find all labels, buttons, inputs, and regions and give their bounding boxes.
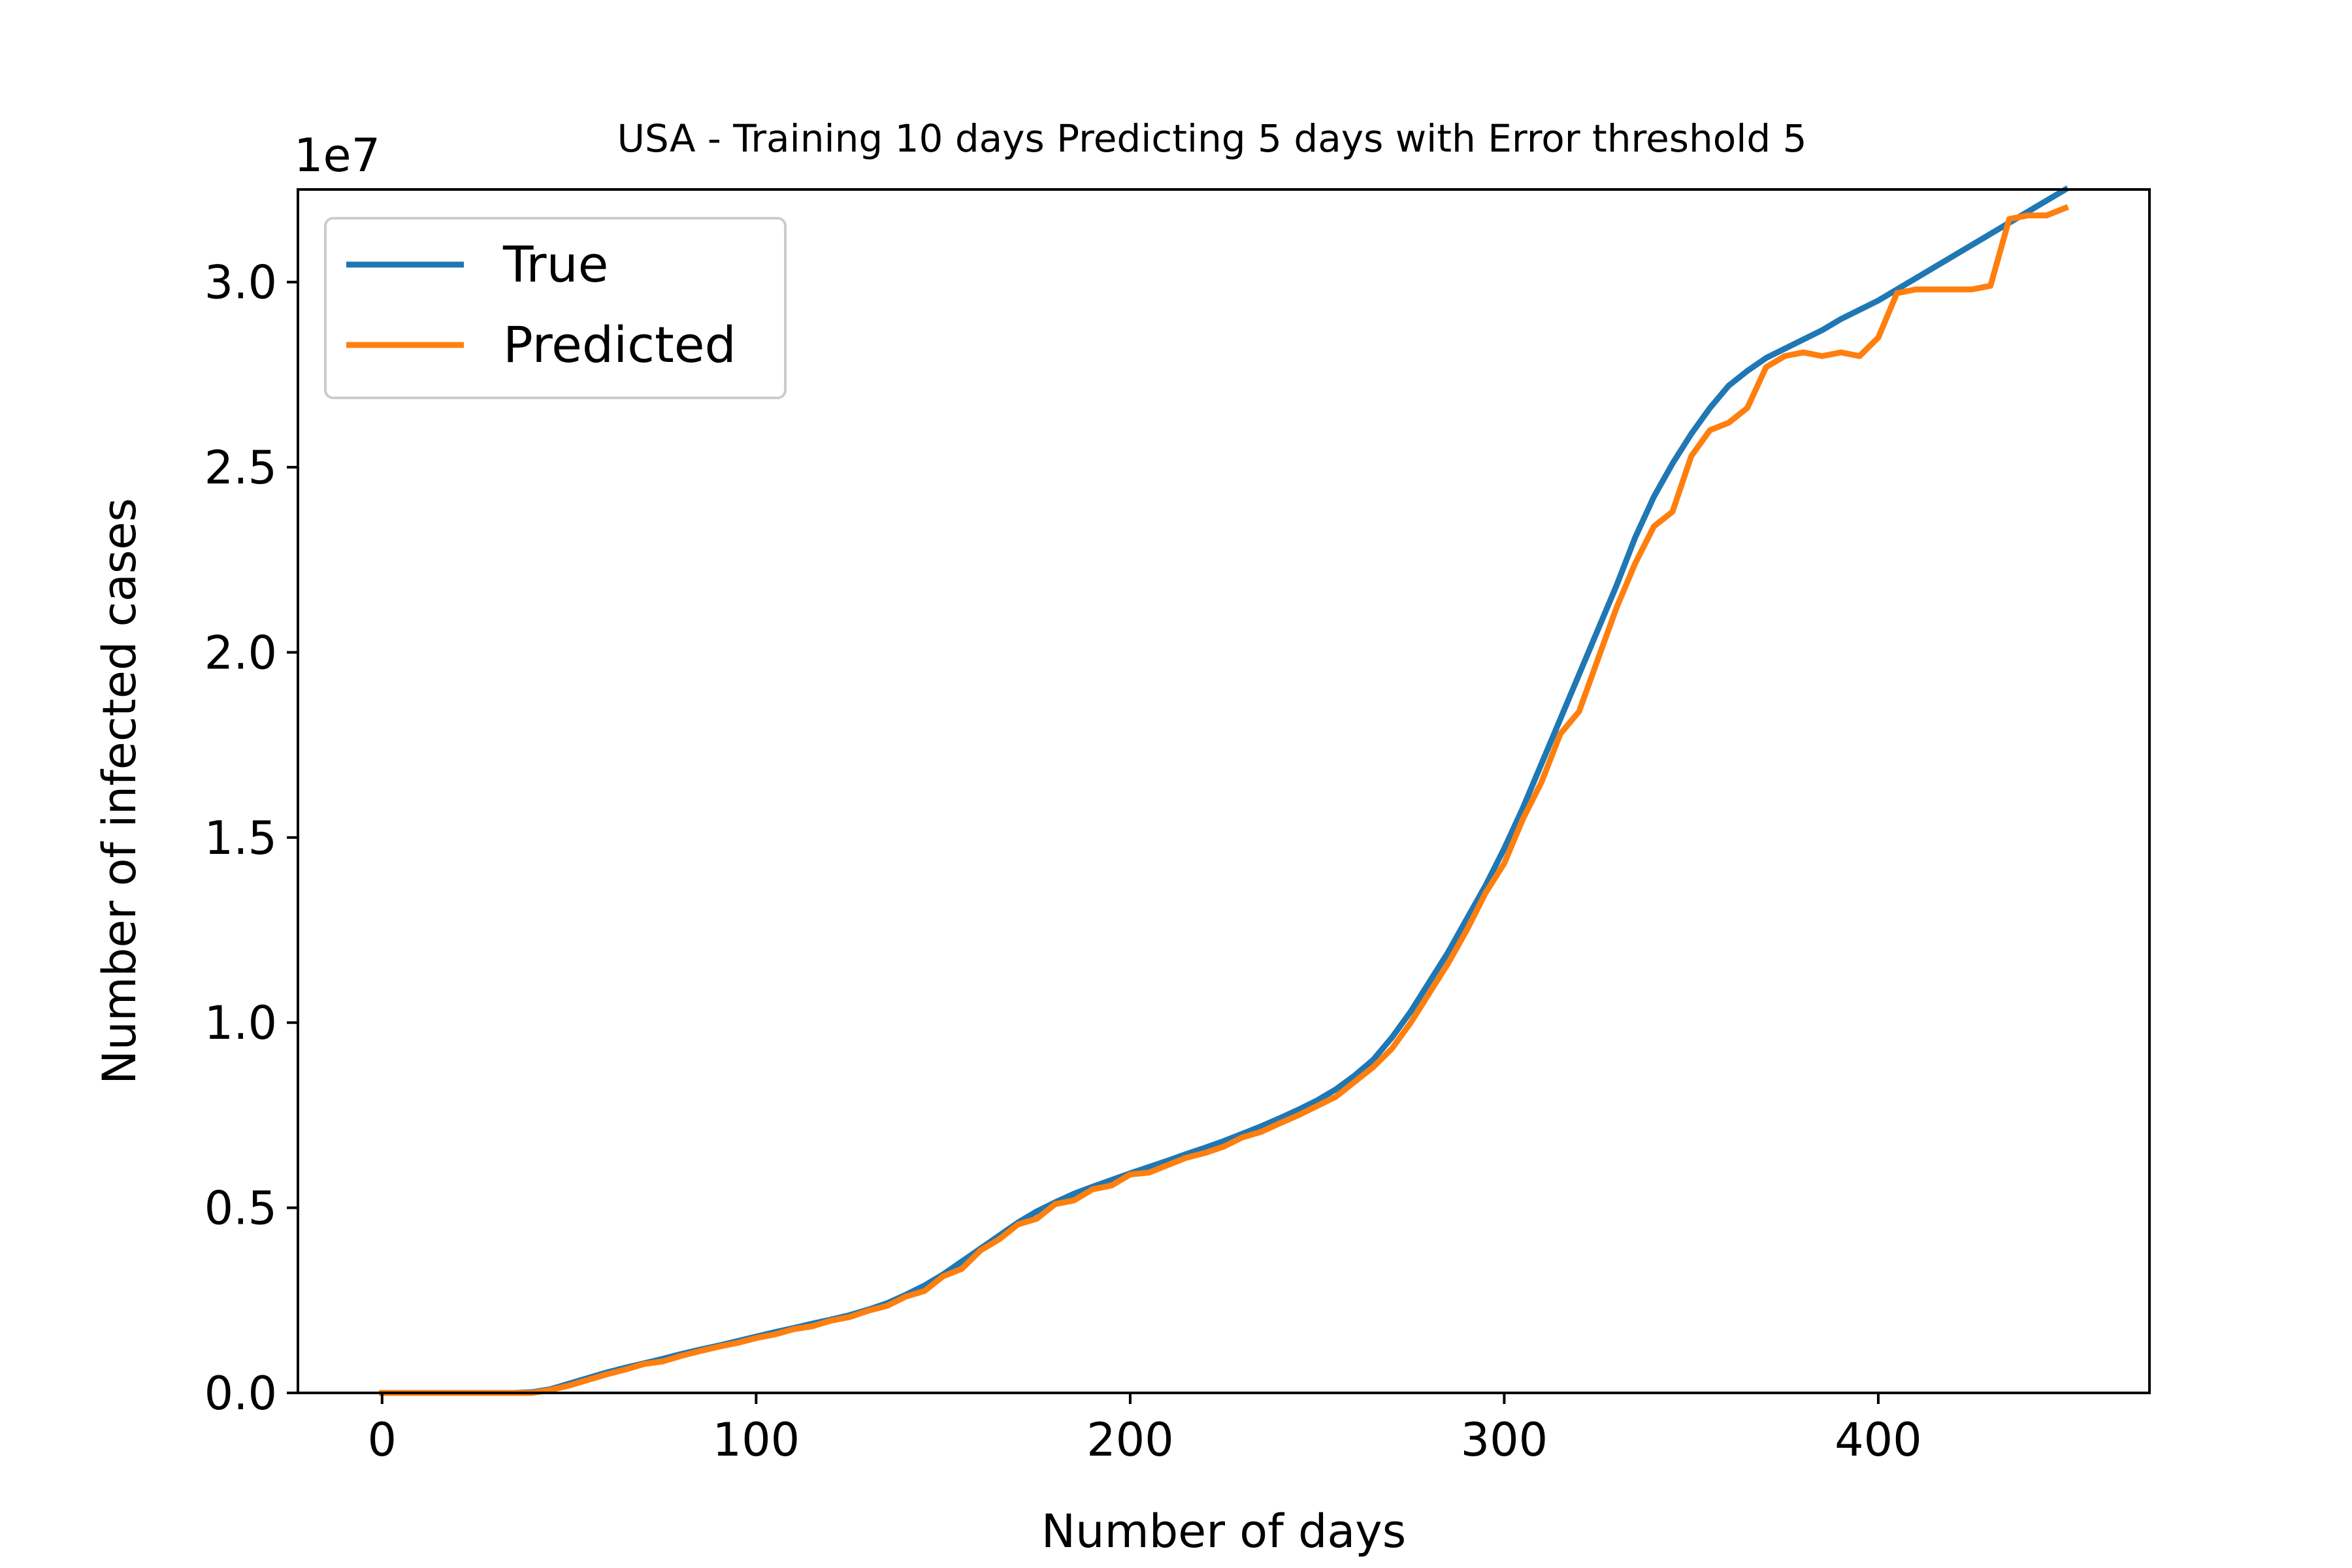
x-tick-label: 200 [1086, 1413, 1174, 1467]
y-axis-ticks: 0.0 0.5 1.0 1.5 2.0 2.5 3.0 [204, 256, 298, 1420]
chart-title: USA - Training 10 days Predicting 5 days… [617, 116, 1806, 161]
y-axis-offset-label: 1e7 [294, 129, 380, 182]
y-tick-label: 0.5 [204, 1182, 277, 1235]
plot-lines [379, 185, 2070, 1396]
x-tick-label: 400 [1835, 1413, 1922, 1467]
x-tick-label: 100 [713, 1413, 800, 1467]
y-tick-label: 2.0 [204, 626, 277, 679]
y-tick-label: 3.0 [204, 256, 277, 310]
series-line-predicted [379, 204, 2070, 1396]
y-tick-label: 1.5 [204, 811, 277, 865]
plot-area-frame [297, 188, 2151, 1394]
x-tick-label: 300 [1461, 1413, 1548, 1467]
y-tick-label: 0.0 [204, 1367, 277, 1420]
x-axis-ticks: 0 100 200 300 400 [368, 1393, 1922, 1467]
legend-label-true: True [502, 235, 608, 293]
y-tick-label: 2.5 [204, 441, 277, 495]
x-axis-label: Number of days [1041, 1505, 1406, 1558]
y-axis-label: Number of infected cases [93, 498, 146, 1085]
y-tick-label: 1.0 [204, 996, 277, 1050]
legend-label-predicted: Predicted [503, 316, 736, 374]
legend: True Predicted [324, 217, 787, 399]
x-tick-label: 0 [368, 1413, 397, 1467]
